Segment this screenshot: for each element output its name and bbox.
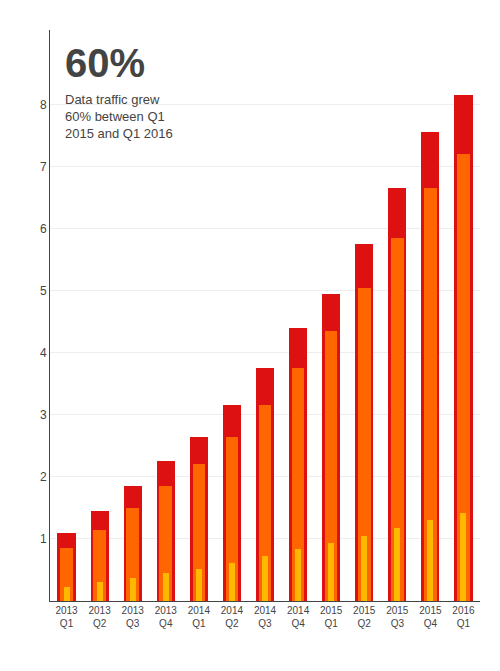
svg-text:2013Q1: 2013Q1 <box>55 605 78 629</box>
svg-text:2015Q1: 2015Q1 <box>320 605 343 629</box>
svg-text:2015Q4: 2015Q4 <box>419 605 442 629</box>
svg-text:3: 3 <box>40 408 47 422</box>
svg-text:4: 4 <box>40 346 47 360</box>
svg-text:2: 2 <box>40 470 47 484</box>
svg-text:2015Q3: 2015Q3 <box>386 605 409 629</box>
svg-text:2014Q2: 2014Q2 <box>221 605 244 629</box>
svg-text:Data traffic grew60% between Q: Data traffic grew60% between Q12015 and … <box>65 92 173 141</box>
svg-text:5: 5 <box>40 284 47 298</box>
svg-text:2016Q1: 2016Q1 <box>452 605 475 629</box>
svg-text:2014Q4: 2014Q4 <box>287 605 310 629</box>
svg-text:2015Q2: 2015Q2 <box>353 605 376 629</box>
svg-text:2014Q1: 2014Q1 <box>188 605 211 629</box>
svg-text:8: 8 <box>40 98 47 112</box>
svg-text:60%: 60% <box>65 41 145 85</box>
svg-text:2013Q3: 2013Q3 <box>122 605 145 629</box>
svg-text:7: 7 <box>40 160 47 174</box>
svg-text:2014Q3: 2014Q3 <box>254 605 277 629</box>
svg-text:1: 1 <box>40 532 47 546</box>
svg-text:2013Q4: 2013Q4 <box>155 605 178 629</box>
svg-text:2013Q2: 2013Q2 <box>88 605 111 629</box>
svg-text:6: 6 <box>40 222 47 236</box>
